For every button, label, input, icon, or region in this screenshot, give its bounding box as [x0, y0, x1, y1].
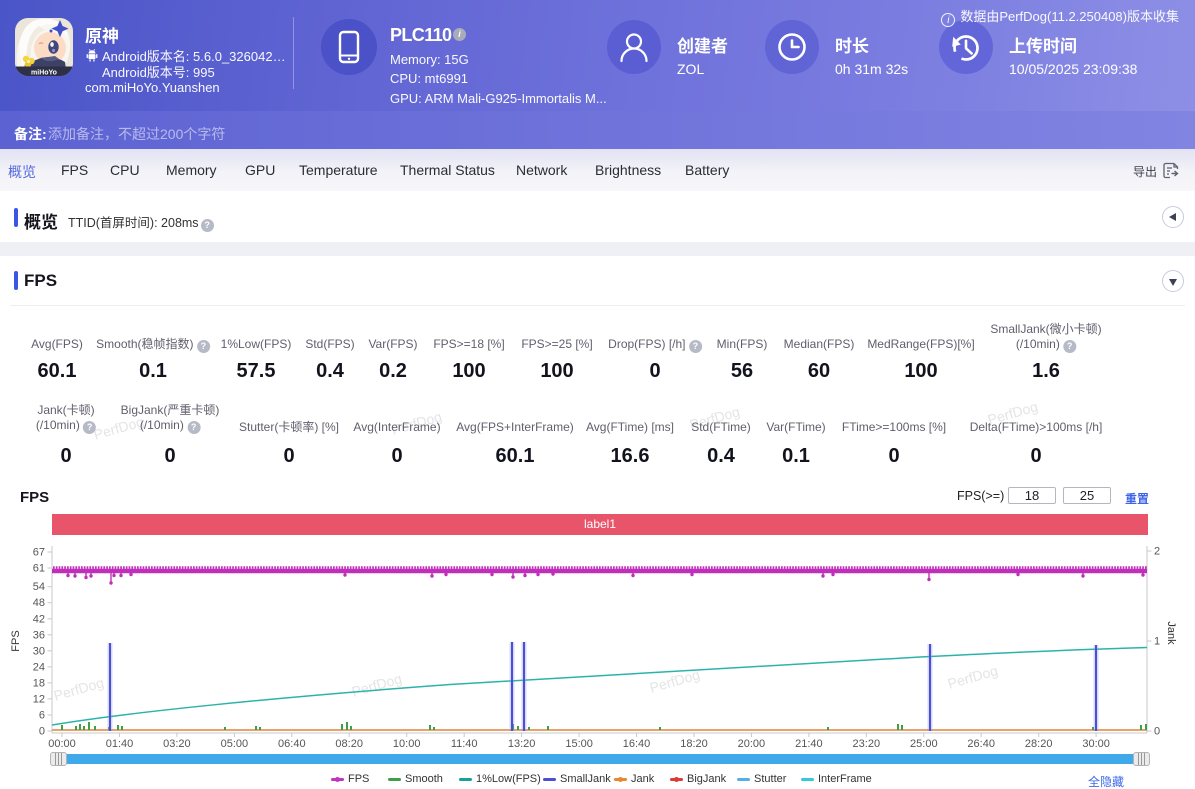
svg-text:0: 0	[39, 726, 45, 738]
svg-text:61: 61	[33, 563, 45, 575]
svg-text:0: 0	[1154, 726, 1160, 738]
svg-text:18: 18	[33, 677, 45, 689]
svg-text:42: 42	[33, 613, 45, 625]
svg-text:06:40: 06:40	[278, 738, 306, 750]
svg-text:18:20: 18:20	[680, 738, 708, 750]
svg-text:00:00: 00:00	[48, 738, 76, 750]
svg-text:03:20: 03:20	[163, 738, 191, 750]
svg-text:21:40: 21:40	[795, 738, 823, 750]
svg-text:1: 1	[1154, 636, 1160, 648]
svg-text:15:00: 15:00	[565, 738, 593, 750]
svg-text:2: 2	[1154, 546, 1160, 558]
svg-text:26:40: 26:40	[967, 738, 995, 750]
svg-text:30: 30	[33, 645, 45, 657]
svg-text:11:40: 11:40	[451, 738, 478, 750]
svg-text:FPS: FPS	[10, 630, 22, 651]
svg-text:23:20: 23:20	[853, 738, 881, 750]
svg-text:10:00: 10:00	[393, 738, 421, 750]
svg-text:24: 24	[33, 661, 45, 673]
svg-text:13:20: 13:20	[508, 738, 536, 750]
svg-text:20:00: 20:00	[738, 738, 766, 750]
svg-text:36: 36	[33, 629, 45, 641]
svg-text:Jank: Jank	[1165, 621, 1177, 645]
svg-text:6: 6	[39, 710, 45, 722]
svg-text:54: 54	[33, 581, 45, 593]
svg-text:miHoYo: miHoYo	[31, 69, 57, 76]
svg-text:16:40: 16:40	[623, 738, 651, 750]
svg-text:01:40: 01:40	[106, 738, 134, 750]
svg-text:25:00: 25:00	[910, 738, 938, 750]
svg-text:08:20: 08:20	[335, 738, 363, 750]
svg-text:48: 48	[33, 597, 45, 609]
svg-text:30:00: 30:00	[1082, 738, 1110, 750]
svg-text:12: 12	[33, 693, 45, 705]
svg-text:28:20: 28:20	[1025, 738, 1053, 750]
svg-text:05:00: 05:00	[221, 738, 249, 750]
svg-text:67: 67	[33, 547, 45, 559]
